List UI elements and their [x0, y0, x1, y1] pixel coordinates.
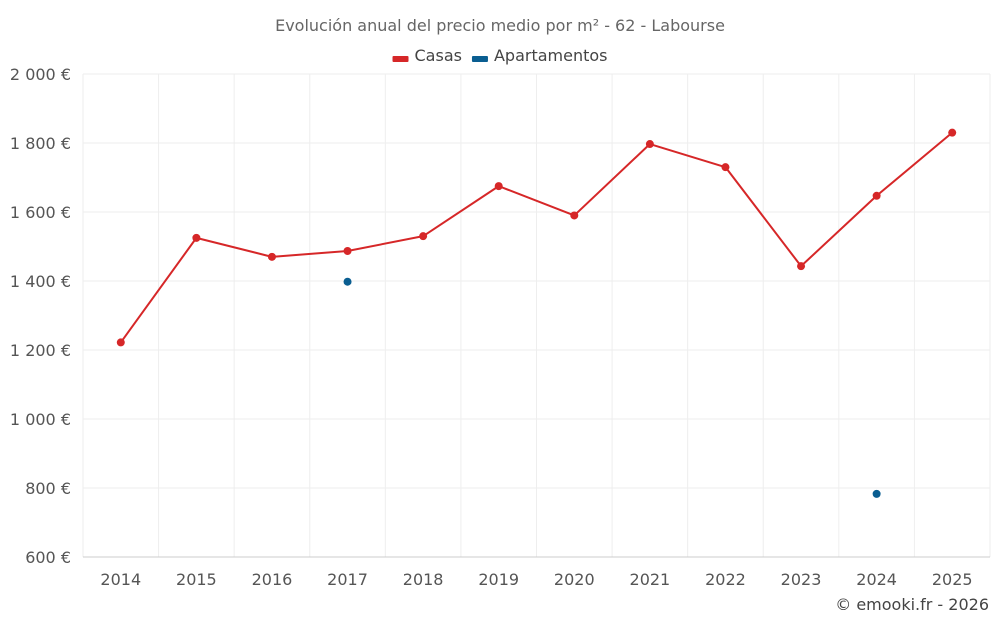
x-tick-label: 2014: [100, 570, 141, 589]
x-tick-label: 2017: [327, 570, 368, 589]
legend: Casas Apartamentos: [392, 46, 608, 65]
chart-title: Evolución anual del precio medio por m² …: [275, 16, 725, 35]
legend-label: Casas: [415, 46, 462, 65]
x-tick-label: 2022: [705, 570, 746, 589]
x-tick-label: 2019: [478, 570, 519, 589]
legend-item: Casas: [392, 46, 462, 65]
x-tick-label: 2024: [856, 570, 897, 589]
data-point-casas: [494, 182, 503, 191]
y-tick-label: 2 000 €: [10, 65, 71, 84]
y-tick-label: 1 400 €: [10, 272, 71, 291]
legend-swatch: [392, 56, 409, 62]
legend-label: Apartamentos: [494, 46, 608, 65]
y-tick-label: 800 €: [25, 479, 71, 498]
x-tick-label: 2020: [554, 570, 595, 589]
y-tick-label: 1 200 €: [10, 341, 71, 360]
legend-item: Apartamentos: [471, 46, 608, 65]
credit-text: © emooki.fr - 2026: [835, 595, 989, 614]
data-point-casas: [645, 140, 654, 149]
x-axis: 2014 2015 2016 2017 2018 2019 2020 2021 2022 2023…: [100, 570, 972, 589]
data-point-casas: [419, 232, 428, 241]
x-tick-label: 2021: [630, 570, 671, 589]
x-tick-label: 2023: [781, 570, 822, 589]
data-point-casas: [872, 191, 881, 200]
data-point-casas: [192, 233, 201, 242]
data-point-casas: [116, 338, 125, 347]
y-axis: 600 € 800 € 1 000 € 1 200 € 1 400 € 1 600 € 1 …: [10, 65, 71, 567]
data-point-casas: [721, 163, 730, 172]
legend-swatch: [471, 56, 488, 62]
grid: [82, 73, 991, 558]
x-tick-label: 2016: [252, 570, 293, 589]
data-point-casas: [267, 252, 276, 261]
x-tick-label: 2025: [932, 570, 973, 589]
y-tick-label: 600 €: [25, 548, 71, 567]
series-line-casas: [119, 131, 953, 343]
data-point-apartamentos: [343, 277, 352, 286]
y-tick-label: 1 600 €: [10, 203, 71, 222]
series-layer: [116, 128, 957, 498]
y-tick-label: 1 800 €: [10, 134, 71, 153]
data-point-casas: [797, 262, 806, 271]
data-point-casas: [343, 246, 352, 255]
data-point-apartamentos: [872, 489, 881, 498]
x-tick-label: 2018: [403, 570, 444, 589]
y-tick-label: 1 000 €: [10, 410, 71, 429]
data-point-casas: [570, 211, 579, 220]
data-point-casas: [948, 128, 957, 137]
x-tick-label: 2015: [176, 570, 217, 589]
